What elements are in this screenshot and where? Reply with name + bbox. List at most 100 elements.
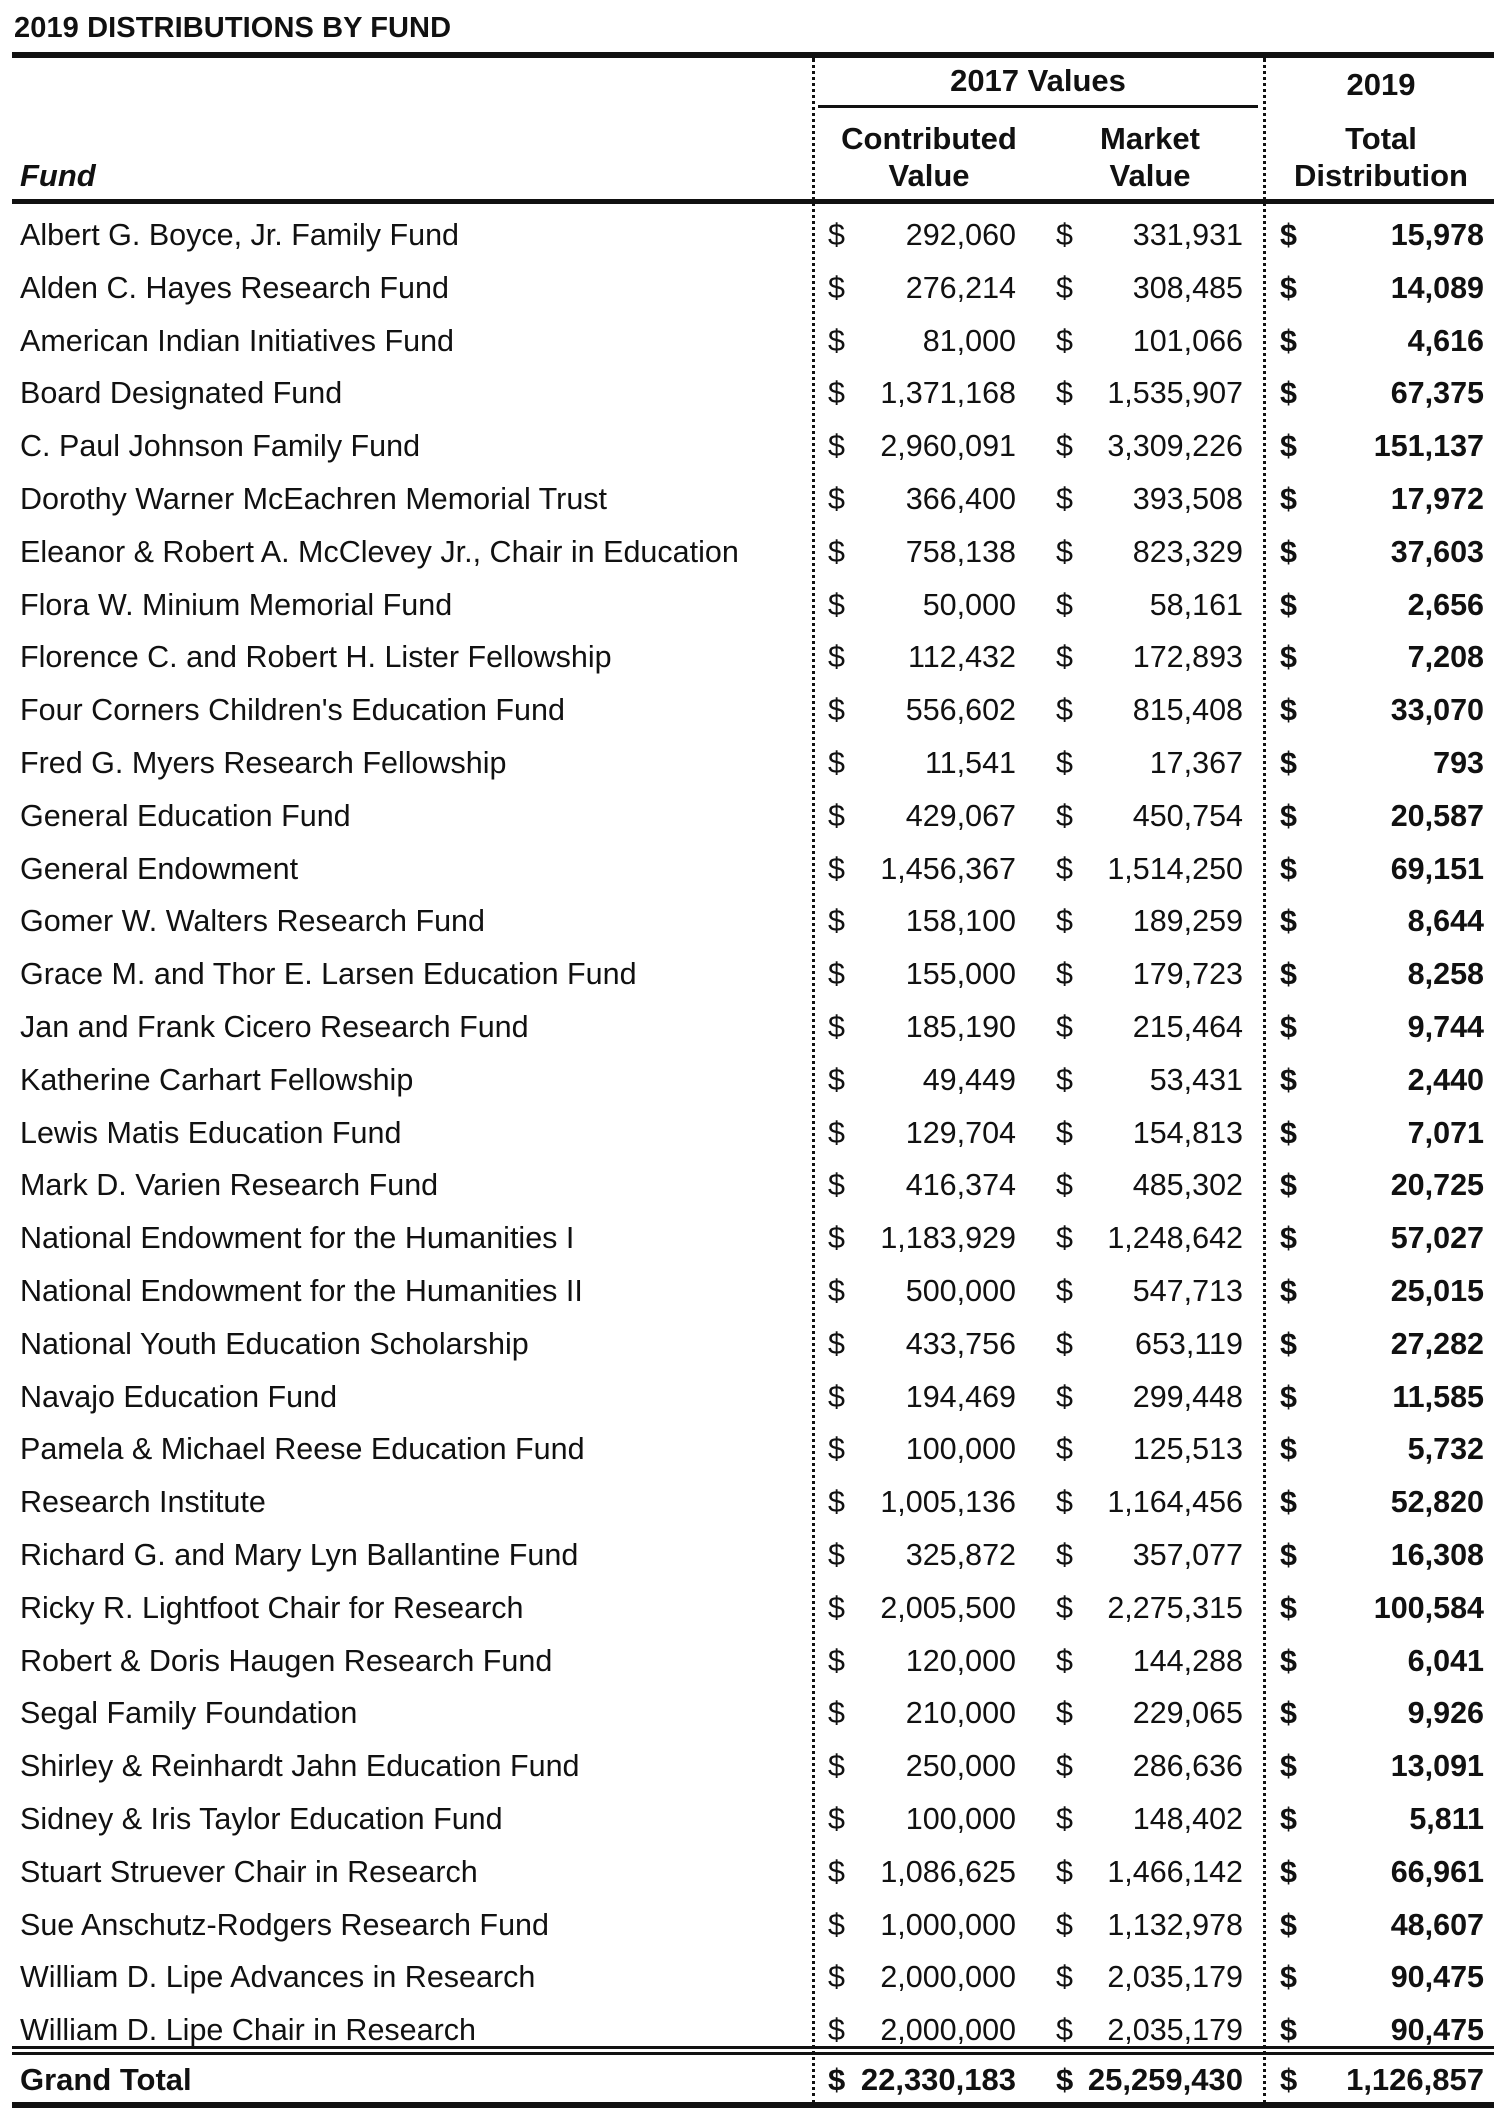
distribution-currency: $ — [1280, 1749, 1297, 1784]
header-total-distribution: Total Distribution — [1268, 120, 1494, 194]
contributed-currency: $ — [828, 1221, 845, 1256]
contributed-currency: $ — [828, 1696, 845, 1731]
market-currency: $ — [1056, 1062, 1073, 1097]
contributed-currency: $ — [828, 798, 845, 833]
contributed-value: 1,371,168 — [880, 376, 1016, 411]
fund-name: Gomer W. Walters Research Fund — [20, 904, 485, 939]
contributed-currency: $ — [828, 640, 845, 675]
fund-name: General Education Fund — [20, 798, 351, 833]
total-distribution: 2,656 — [1407, 587, 1484, 622]
total-distribution: 2,440 — [1407, 1062, 1484, 1097]
market-value: 172,893 — [1132, 640, 1243, 675]
fund-name: Board Designated Fund — [20, 376, 343, 411]
distribution-currency: $ — [1280, 957, 1297, 992]
fund-name: Fred G. Myers Research Fellowship — [20, 745, 507, 780]
top-rule — [12, 52, 1494, 58]
market-currency: $ — [1056, 1432, 1073, 1467]
header-contributed-line1: Contributed — [841, 121, 1017, 156]
total-distribution: 57,027 — [1390, 1221, 1484, 1256]
contributed-currency: $ — [828, 270, 845, 305]
table-row: National Endowment for the Humanities II… — [0, 1262, 1506, 1315]
market-currency: $ — [1056, 1643, 1073, 1678]
table-title: 2019 DISTRIBUTIONS BY FUND — [14, 12, 452, 44]
contributed-currency: $ — [828, 1960, 845, 1995]
market-currency: $ — [1056, 429, 1073, 464]
contributed-value: 2,000,000 — [880, 2013, 1016, 2048]
header-market-line1: Market — [1100, 121, 1200, 156]
market-currency: $ — [1056, 1485, 1073, 1520]
header-rule — [12, 199, 1494, 204]
contributed-currency: $ — [828, 1854, 845, 1889]
market-value: 547,713 — [1132, 1273, 1243, 1308]
fund-name: William D. Lipe Advances in Research — [20, 1960, 536, 1995]
contributed-value: 120,000 — [905, 1643, 1016, 1678]
market-value: 1,132,978 — [1107, 1907, 1243, 1942]
total-distribution: 9,744 — [1407, 1009, 1484, 1044]
total-distribution: 37,603 — [1390, 534, 1484, 569]
distribution-currency: $ — [1280, 323, 1297, 358]
total-distribution: 67,375 — [1390, 376, 1484, 411]
distribution-currency: $ — [1280, 1326, 1297, 1361]
market-currency: $ — [1056, 1379, 1073, 1414]
total-distribution: 793 — [1433, 745, 1484, 780]
contributed-value: 112,432 — [908, 640, 1016, 675]
distribution-currency: $ — [1280, 1273, 1297, 1308]
market-currency: $ — [1056, 270, 1073, 305]
table-row: Florence C. and Robert H. Lister Fellows… — [0, 628, 1506, 681]
total-distribution: 15,978 — [1390, 218, 1484, 252]
market-value: 357,077 — [1132, 1537, 1243, 1572]
grand-total-market: 25,259,430 — [1087, 2062, 1243, 2097]
contributed-value: 49,449 — [922, 1062, 1016, 1097]
distribution-currency: $ — [1280, 1115, 1297, 1150]
contributed-currency: $ — [828, 323, 845, 358]
total-distribution: 48,607 — [1390, 1907, 1484, 1942]
market-currency: $ — [1056, 1960, 1073, 1995]
fund-name: Katherine Carhart Fellowship — [20, 1062, 414, 1097]
contributed-value: 50,000 — [922, 587, 1016, 622]
distribution-currency: $ — [1280, 640, 1297, 675]
contributed-value: 1,086,625 — [880, 1854, 1016, 1889]
market-currency: $ — [1056, 218, 1073, 252]
market-currency: $ — [1056, 1749, 1073, 1784]
table-row: Stuart Struever Chair in Research $1,086,… — [0, 1843, 1506, 1896]
contributed-currency: $ — [828, 429, 845, 464]
market-currency: $ — [1056, 1696, 1073, 1731]
contributed-currency: $ — [828, 693, 845, 728]
grand-total-contributed-currency: $ — [828, 2062, 846, 2097]
contributed-currency: $ — [828, 851, 845, 886]
total-distribution: 90,475 — [1390, 1960, 1484, 1995]
table-row: Navajo Education Fund $194,469 $299,448 $11… — [0, 1368, 1506, 1421]
total-distribution: 20,587 — [1390, 798, 1484, 833]
market-currency: $ — [1056, 1907, 1073, 1942]
market-value: 2,035,179 — [1107, 1960, 1243, 1995]
grand-total-contributed: 22,330,183 — [860, 2062, 1016, 2097]
contributed-value: 100,000 — [905, 1432, 1016, 1467]
table-row: William D. Lipe Chair in Research $2,000,… — [0, 2001, 1506, 2054]
market-currency: $ — [1056, 323, 1073, 358]
market-value: 101,066 — [1132, 323, 1243, 358]
fund-name: Richard G. and Mary Lyn Ballantine Fund — [20, 1537, 579, 1572]
fund-name: Eleanor & Robert A. McClevey Jr., Chair … — [20, 534, 739, 569]
market-currency: $ — [1056, 957, 1073, 992]
distribution-currency: $ — [1280, 1062, 1297, 1097]
contributed-value: 416,374 — [905, 1168, 1016, 1203]
contributed-currency: $ — [828, 1485, 845, 1520]
total-distribution: 7,208 — [1407, 640, 1484, 675]
fund-name: Mark D. Varien Research Fund — [20, 1168, 439, 1203]
contributed-value: 556,602 — [905, 693, 1016, 728]
fund-name: Pamela & Michael Reese Education Fund — [20, 1432, 585, 1467]
distribution-currency: $ — [1280, 798, 1297, 833]
distribution-currency: $ — [1280, 218, 1297, 252]
table-row: Alden C. Hayes Research Fund $276,214 $308… — [0, 259, 1506, 312]
market-value: 331,931 — [1132, 218, 1243, 252]
grand-total-market-currency: $ — [1056, 2062, 1074, 2097]
distribution-currency: $ — [1280, 1009, 1297, 1044]
distribution-currency: $ — [1280, 1643, 1297, 1678]
market-value: 450,754 — [1132, 798, 1243, 833]
market-value: 653,119 — [1135, 1326, 1243, 1361]
table-row: American Indian Initiatives Fund $81,000 $… — [0, 312, 1506, 365]
table-row: C. Paul Johnson Family Fund $2,960,091 $3,… — [0, 417, 1506, 470]
header-fund: Fund — [20, 158, 96, 193]
fund-name: Research Institute — [20, 1485, 266, 1520]
distribution-currency: $ — [1280, 904, 1297, 939]
